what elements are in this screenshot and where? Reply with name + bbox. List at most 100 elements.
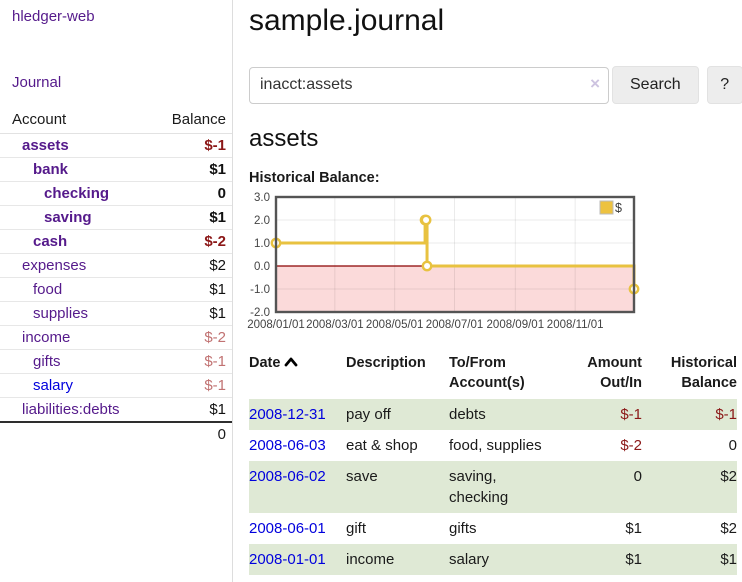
page-title: sample.journal [249,4,445,37]
transaction-description: gift [346,520,367,538]
account-row: food $1 [0,277,232,302]
register-header-description: Description [346,355,426,371]
register-header-accounts: To/From Account(s) [449,355,525,391]
transaction-description: save [346,468,378,486]
account-link[interactable]: income [22,329,71,346]
account-row: checking 0 [0,181,232,206]
account-row: bank $1 [0,157,232,182]
accounts-table: Account Balance assets $-1 bank $1 checking 0… [0,107,232,446]
svg-text:$: $ [615,201,622,215]
account-link[interactable]: food [33,281,63,298]
sidebar-item-journal[interactable]: Journal [12,74,62,91]
transaction-amount: $1 [625,551,642,569]
search-form: × Search ? [249,66,742,104]
transaction-date-link[interactable]: 2008-06-01 [249,520,326,538]
svg-text:2008/05/01: 2008/05/01 [366,319,424,331]
register-header-row: Date Description To/From Account(s) Amou… [249,352,737,399]
account-row: cash $-2 [0,229,232,254]
svg-text:2008/11/01: 2008/11/01 [547,319,604,331]
search-input[interactable] [249,66,609,104]
account-balance: $2 [144,253,232,278]
transaction-description: pay off [346,406,391,424]
svg-text:2008/07/01: 2008/07/01 [426,319,484,331]
transaction-accounts: salary [449,551,490,569]
svg-text:0.0: 0.0 [254,261,270,273]
chart-title: Historical Balance: [249,170,380,186]
register-row: 2008-01-01 income salary $1 $1 [249,544,737,576]
account-link[interactable]: liabilities:debts [22,401,120,418]
sort-ascending-icon [285,357,298,367]
account-link[interactable]: assets [22,137,69,154]
svg-text:2.0: 2.0 [254,215,270,227]
account-balance: $-1 [144,373,232,398]
account-balance: $-1 [144,349,232,374]
transaction-accounts: debts [449,406,486,424]
transaction-amount: $1 [625,520,642,538]
accounts-table-body: assets $-1 bank $1 checking 0 saving $1 cash $-2 e… [0,133,232,423]
account-link[interactable]: saving [44,209,92,226]
transaction-description: eat & shop [346,437,418,455]
account-row: saving $1 [0,205,232,230]
account-link[interactable]: supplies [33,305,89,322]
register-header-amount: Amount Out/In [587,355,642,391]
account-row: assets $-1 [0,133,232,158]
account-balance: $1 [144,277,232,302]
transaction-accounts: food, supplies [449,437,542,455]
transaction-amount: 0 [633,468,642,486]
account-balance: $-1 [144,133,232,158]
search-button[interactable]: Search [612,66,699,104]
transaction-accounts: saving, checking [449,468,509,507]
transaction-balance: $-1 [715,406,737,424]
transaction-balance: 0 [728,437,737,455]
svg-text:-1.0: -1.0 [250,284,270,296]
app-title-link[interactable]: hledger-web [12,8,95,25]
transaction-date-link[interactable]: 2008-01-01 [249,551,326,569]
main-content: sample.journal × Search ? assets Histori… [233,0,742,582]
account-balance: $-2 [144,325,232,350]
transaction-amount: $-1 [620,406,642,424]
account-row: salary $-1 [0,373,232,398]
account-balance: $-2 [144,229,232,254]
clear-search-icon[interactable]: × [590,73,600,93]
accounts-table-header-row: Account Balance [0,107,232,134]
account-balance: $1 [144,397,232,423]
register-row: 2008-06-03 eat & shop food, supplies $-2 0 [249,430,737,461]
account-balance: $1 [144,301,232,326]
account-row: expenses $2 [0,253,232,278]
account-balance: 0 [144,181,232,206]
transaction-description: income [346,551,395,569]
register-header-date[interactable]: Date [249,352,346,399]
transaction-accounts: gifts [449,520,477,538]
account-balance: $1 [144,157,232,182]
account-link[interactable]: cash [33,233,68,250]
account-link[interactable]: gifts [33,353,61,370]
account-row: supplies $1 [0,301,232,326]
svg-text:2008/09/01: 2008/09/01 [487,319,545,331]
search-input-wrap: × [249,66,609,104]
accounts-header-balance: Balance [144,107,232,134]
account-row: gifts $-1 [0,349,232,374]
accounts-total-value: 0 [0,421,232,446]
account-link[interactable]: expenses [22,257,87,274]
account-link[interactable]: bank [33,161,69,178]
register-table-body: 2008-12-31 pay off debts $-1 $-1 2008-06-03 ea… [249,399,737,576]
accounts-total-row: 0 [0,421,232,446]
register-table: Date Description To/From Account(s) Amou… [249,352,737,576]
svg-text:1.0: 1.0 [254,238,270,250]
register-row: 2008-06-01 gift gifts $1 $2 [249,513,737,544]
transaction-balance: $2 [720,468,737,486]
account-row: liabilities:debts $1 [0,397,232,423]
account-link[interactable]: checking [44,185,110,202]
account-link[interactable]: salary [33,377,74,394]
svg-text:2008/03/01: 2008/03/01 [306,319,364,331]
help-button[interactable]: ? [706,66,742,104]
accounts-header-account: Account [0,107,145,134]
transaction-date-link[interactable]: 2008-06-03 [249,437,326,455]
transaction-amount: $-2 [620,437,642,455]
transaction-date-link[interactable]: 2008-06-02 [249,468,326,486]
sidebar: hledger-web Journal Account Balance asse… [0,0,233,582]
transaction-date-link[interactable]: 2008-12-31 [249,406,326,424]
chart-container: $3.0 2.0 1.0 0.0 -1.0 -2.0 2008/01/01 2008/03/0… [239,189,742,334]
svg-text:3.0: 3.0 [254,192,270,204]
